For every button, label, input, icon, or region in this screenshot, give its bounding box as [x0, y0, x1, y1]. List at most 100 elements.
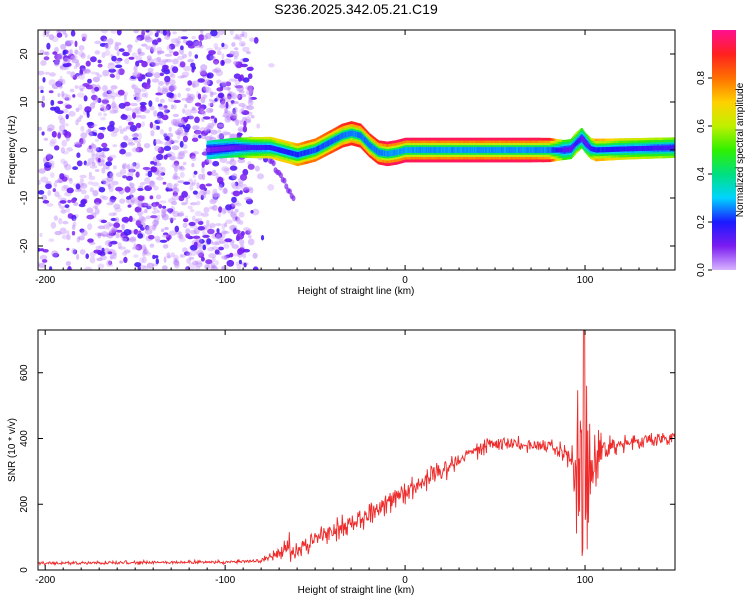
noise-speck [210, 262, 216, 269]
ridge-cell [426, 147, 429, 153]
ridge-cell [507, 147, 510, 153]
noise-speck [83, 95, 88, 102]
noise-speck [241, 105, 250, 109]
noise-speck [177, 75, 185, 79]
noise-speck [73, 65, 78, 70]
ridge-cell [385, 150, 388, 157]
noise-speck [57, 194, 62, 200]
noise-speck [178, 166, 186, 171]
noise-speck [50, 138, 57, 145]
noise-speck [94, 40, 102, 45]
noise-speck [108, 260, 113, 266]
noise-speck [118, 48, 125, 52]
noise-speck [129, 124, 137, 132]
noise-speck [106, 202, 114, 206]
noise-speck [243, 120, 247, 128]
noise-speck [89, 187, 94, 193]
branch-blob [271, 160, 276, 167]
noise-speck [172, 31, 177, 35]
noise-speck [62, 57, 71, 64]
noise-speck [196, 200, 201, 206]
ridge-cell [489, 147, 492, 153]
noise-speck [146, 58, 155, 64]
noise-speck [157, 146, 165, 154]
noise-speck [139, 114, 147, 120]
noise-speck [238, 40, 246, 47]
noise-speck [197, 110, 206, 115]
noise-speck [170, 38, 179, 44]
noise-speck [182, 222, 188, 228]
noise-speck [66, 230, 70, 237]
noise-speck [143, 143, 151, 149]
noise-speck [200, 134, 206, 139]
noise-speck [161, 265, 168, 270]
noise-speck [248, 88, 253, 95]
noise-speck [85, 253, 89, 259]
ridge-cell [444, 147, 447, 153]
noise-speck [158, 204, 163, 209]
noise-speck [177, 56, 185, 61]
spectrogram-x-label: Height of straight line (km) [298, 286, 415, 297]
noise-speck [141, 244, 147, 252]
noise-speck [156, 50, 165, 54]
noise-speck [225, 204, 232, 211]
noise-speck [56, 80, 62, 87]
ridge-cell [555, 147, 558, 153]
noise-speck [224, 169, 230, 176]
noise-speck [83, 68, 91, 74]
noise-speck [204, 136, 212, 141]
noise-speck [111, 102, 117, 109]
noise-speck [153, 207, 158, 212]
noise-speck [164, 109, 171, 113]
noise-speck [40, 176, 49, 183]
noise-speck [182, 53, 188, 59]
noise-speck [70, 198, 77, 203]
noise-speck [105, 234, 109, 238]
noise-speck [170, 73, 176, 79]
noise-speck [58, 217, 63, 225]
noise-speck [120, 141, 128, 148]
noise-speck [125, 152, 132, 157]
noise-speck [223, 167, 230, 172]
noise-speck [232, 60, 239, 66]
noise-speck [205, 190, 211, 195]
noise-speck [191, 106, 196, 111]
noise-speck [101, 105, 107, 113]
noise-speck [161, 208, 167, 215]
noise-speck [77, 92, 85, 98]
noise-speck [223, 112, 229, 118]
noise-speck [229, 30, 234, 36]
noise-speck [80, 199, 87, 205]
noise-speck [218, 103, 226, 109]
noise-speck [154, 255, 159, 259]
x-tick-label: 0 [402, 575, 408, 586]
colorbar-gradient [712, 30, 736, 270]
noise-speck [117, 242, 122, 249]
noise-speck [137, 195, 145, 201]
noise-speck [142, 265, 149, 270]
noise-speck [174, 129, 182, 135]
noise-speck [38, 247, 41, 252]
ridge-cell [236, 145, 239, 150]
noise-speck [116, 30, 122, 36]
ridge-cell [569, 146, 572, 152]
noise-speck [105, 161, 113, 167]
noise-speck [127, 142, 135, 146]
noise-speck [221, 130, 228, 137]
noise-speck [87, 128, 91, 133]
noise-speck [60, 65, 64, 69]
noise-speck [174, 260, 180, 267]
noise-speck [174, 225, 180, 233]
noise-speck [108, 68, 117, 73]
noise-speck [149, 180, 155, 186]
noise-speck [98, 154, 107, 159]
noise-speck [189, 208, 195, 213]
noise-speck [216, 122, 225, 129]
noise-speck [172, 210, 180, 218]
noise-speck [129, 166, 135, 173]
noise-speck [172, 58, 179, 65]
noise-speck [226, 259, 235, 267]
noise-speck [124, 58, 130, 65]
noise-speck [247, 228, 253, 234]
noise-speck [88, 145, 92, 150]
